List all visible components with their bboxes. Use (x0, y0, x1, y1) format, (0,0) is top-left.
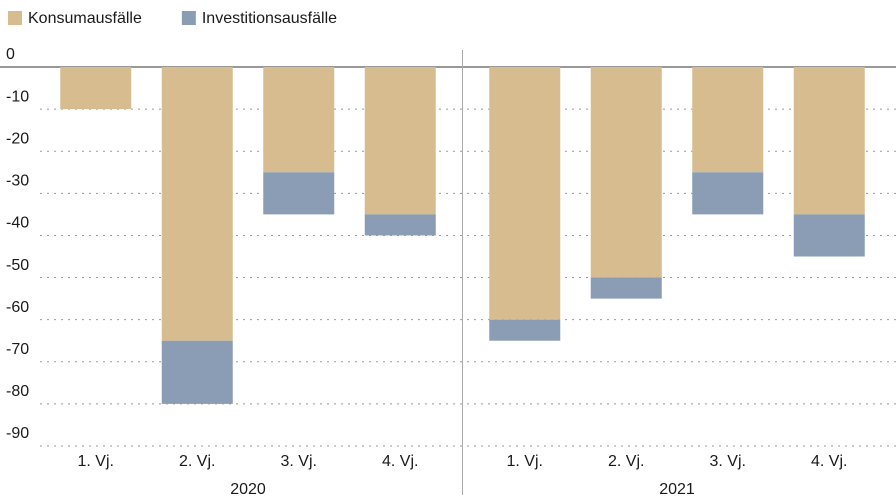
legend-swatch (181, 11, 196, 25)
bar-segment (793, 214, 865, 257)
bar-segment (489, 67, 561, 320)
y-tick-label: -60 (6, 299, 29, 316)
bar-segment (60, 67, 132, 110)
y-tick-label: -70 (6, 341, 29, 358)
x-tick-label: 4. Vj. (382, 453, 418, 470)
bar-segment (364, 214, 436, 236)
y-tick-label: -20 (6, 130, 29, 147)
bar-segment (590, 277, 662, 299)
bar-segment (692, 67, 764, 173)
bar-segment (692, 172, 764, 215)
bar-segment (161, 67, 233, 341)
y-tick-label: -30 (6, 173, 29, 190)
group-label: 2020 (230, 481, 266, 498)
x-tick-label: 4. Vj. (811, 453, 847, 470)
bar-segment (263, 172, 335, 215)
x-tick-label: 3. Vj. (710, 453, 746, 470)
bar-segment (590, 67, 662, 278)
bar-segment (364, 67, 436, 215)
y-tick-label: -50 (6, 257, 29, 274)
bar-segment (793, 67, 865, 215)
bar-segment (263, 67, 335, 173)
y-tick-label: -80 (6, 383, 29, 400)
group-label: 2021 (659, 481, 695, 498)
legend-label: Investitionsausfälle (202, 10, 337, 27)
y-tick-label: -10 (6, 88, 29, 105)
bar-segment (161, 340, 233, 404)
y-tick-label: 0 (6, 46, 15, 63)
y-tick-label: -90 (6, 425, 29, 442)
bar-segment (489, 319, 561, 341)
legend-label: Konsumausfälle (28, 10, 142, 27)
x-tick-label: 1. Vj. (78, 453, 114, 470)
y-tick-label: -40 (6, 215, 29, 232)
legend-swatch (8, 11, 22, 25)
x-tick-label: 1. Vj. (507, 453, 543, 470)
x-tick-label: 2. Vj. (179, 453, 215, 470)
x-tick-label: 3. Vj. (281, 453, 317, 470)
x-tick-label: 2. Vj. (608, 453, 644, 470)
